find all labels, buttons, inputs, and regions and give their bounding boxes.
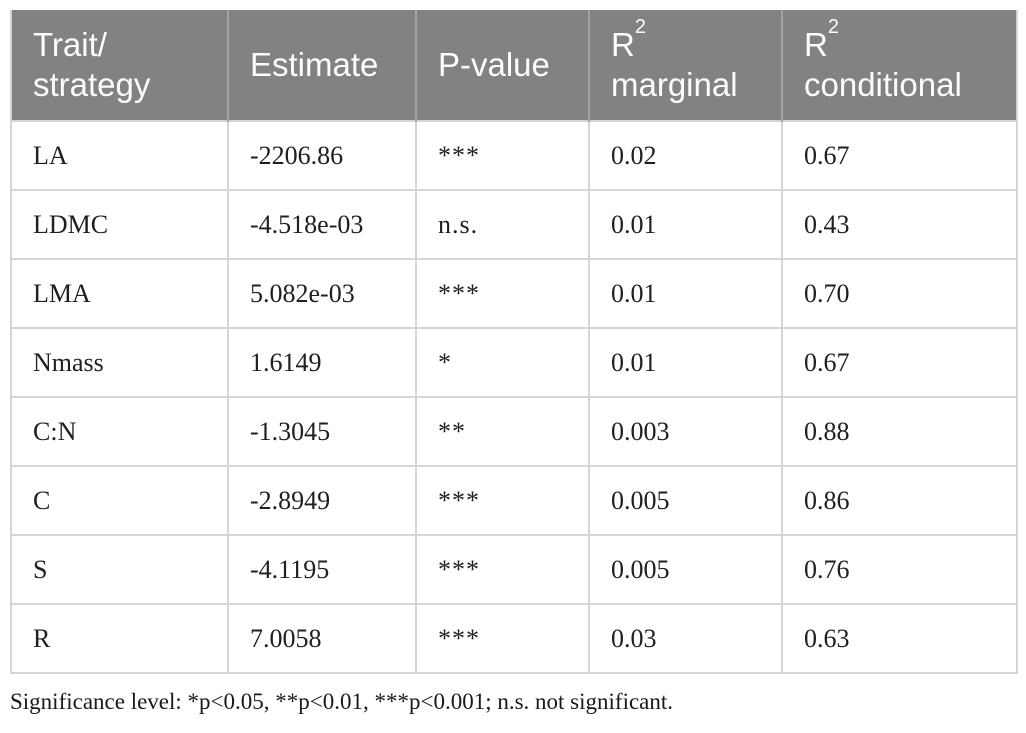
superscript-2: 2	[827, 15, 839, 38]
superscript-2: 2	[634, 15, 646, 38]
cell-r2-marginal: 0.01	[588, 327, 783, 398]
col-header-text: Trait/	[33, 25, 107, 63]
cell-r2-marginal: 0.02	[588, 120, 783, 191]
cell-estimate: 1.6149	[227, 327, 417, 398]
col-header-text: R	[611, 25, 635, 63]
cell-trait: LMA	[10, 258, 229, 329]
cell-p-value: ***	[415, 120, 590, 191]
cell-r2-conditional: 0.76	[781, 534, 1018, 605]
col-header-r2-marginal: R2 marginal	[589, 10, 783, 121]
cell-trait: S	[10, 534, 229, 605]
col-header-text: R	[804, 25, 828, 63]
cell-p-value: n.s.	[415, 189, 590, 260]
header-row: Trait/ strategy Estimate P-value R2 marg…	[11, 10, 1017, 121]
cell-r2-marginal: 0.03	[588, 603, 783, 674]
cell-trait: C:N	[10, 396, 229, 467]
cell-trait: R	[10, 603, 229, 674]
cell-r2-marginal: 0.003	[588, 396, 783, 467]
col-header-estimate: Estimate	[228, 10, 417, 121]
cell-r2-conditional: 0.88	[781, 396, 1018, 467]
table-row: LDMC -4.518e-03 n.s. 0.01 0.43	[10, 189, 1018, 260]
cell-r2-marginal: 0.005	[588, 534, 783, 605]
cell-estimate: 5.082e-03	[227, 258, 417, 329]
cell-r2-conditional: 0.70	[781, 258, 1018, 329]
cell-trait: C	[10, 465, 229, 536]
table-row: LA -2206.86 *** 0.02 0.67	[10, 120, 1018, 191]
col-header-p-value: P-value	[416, 10, 590, 121]
cell-p-value: ***	[415, 534, 590, 605]
table-row: Nmass 1.6149 * 0.01 0.67	[10, 327, 1018, 398]
col-header-r2-conditional: R2 conditional	[782, 10, 1017, 121]
cell-trait: Nmass	[10, 327, 229, 398]
stats-table: Trait/ strategy Estimate P-value R2 marg…	[10, 10, 1018, 674]
cell-estimate: -2.8949	[227, 465, 417, 536]
cell-estimate: -4.1195	[227, 534, 417, 605]
cell-p-value: ***	[415, 603, 590, 674]
cell-r2-marginal: 0.01	[588, 258, 783, 329]
col-header-text: conditional	[804, 66, 962, 103]
table-row: S -4.1195 *** 0.005 0.76	[10, 534, 1018, 605]
cell-p-value: **	[415, 396, 590, 467]
col-header-text: P-value	[438, 45, 550, 83]
cell-estimate: -4.518e-03	[227, 189, 417, 260]
cell-trait: LA	[10, 120, 229, 191]
table-row: C -2.8949 *** 0.005 0.86	[10, 465, 1018, 536]
cell-r2-marginal: 0.005	[588, 465, 783, 536]
cell-p-value: ***	[415, 465, 590, 536]
col-header-text: strategy	[33, 66, 151, 103]
cell-estimate: -1.3045	[227, 396, 417, 467]
cell-p-value: ***	[415, 258, 590, 329]
cell-r2-conditional: 0.43	[781, 189, 1018, 260]
cell-r2-conditional: 0.63	[781, 603, 1018, 674]
cell-estimate: 7.0058	[227, 603, 417, 674]
col-header-text: marginal	[611, 66, 738, 103]
cell-r2-conditional: 0.86	[781, 465, 1018, 536]
cell-estimate: -2206.86	[227, 120, 417, 191]
table-footnote: Significance level: *p<0.05, **p<0.01, *…	[10, 689, 674, 714]
table-row: R 7.0058 *** 0.03 0.63	[10, 603, 1018, 674]
col-header-trait-strategy: Trait/ strategy	[11, 10, 229, 121]
col-header-text: Estimate	[250, 45, 379, 83]
cell-r2-conditional: 0.67	[781, 327, 1018, 398]
table-row: C:N -1.3045 ** 0.003 0.88	[10, 396, 1018, 467]
cell-r2-marginal: 0.01	[588, 189, 783, 260]
cell-trait: LDMC	[10, 189, 229, 260]
cell-p-value: *	[415, 327, 590, 398]
table-row: LMA 5.082e-03 *** 0.01 0.70	[10, 258, 1018, 329]
cell-r2-conditional: 0.67	[781, 120, 1018, 191]
